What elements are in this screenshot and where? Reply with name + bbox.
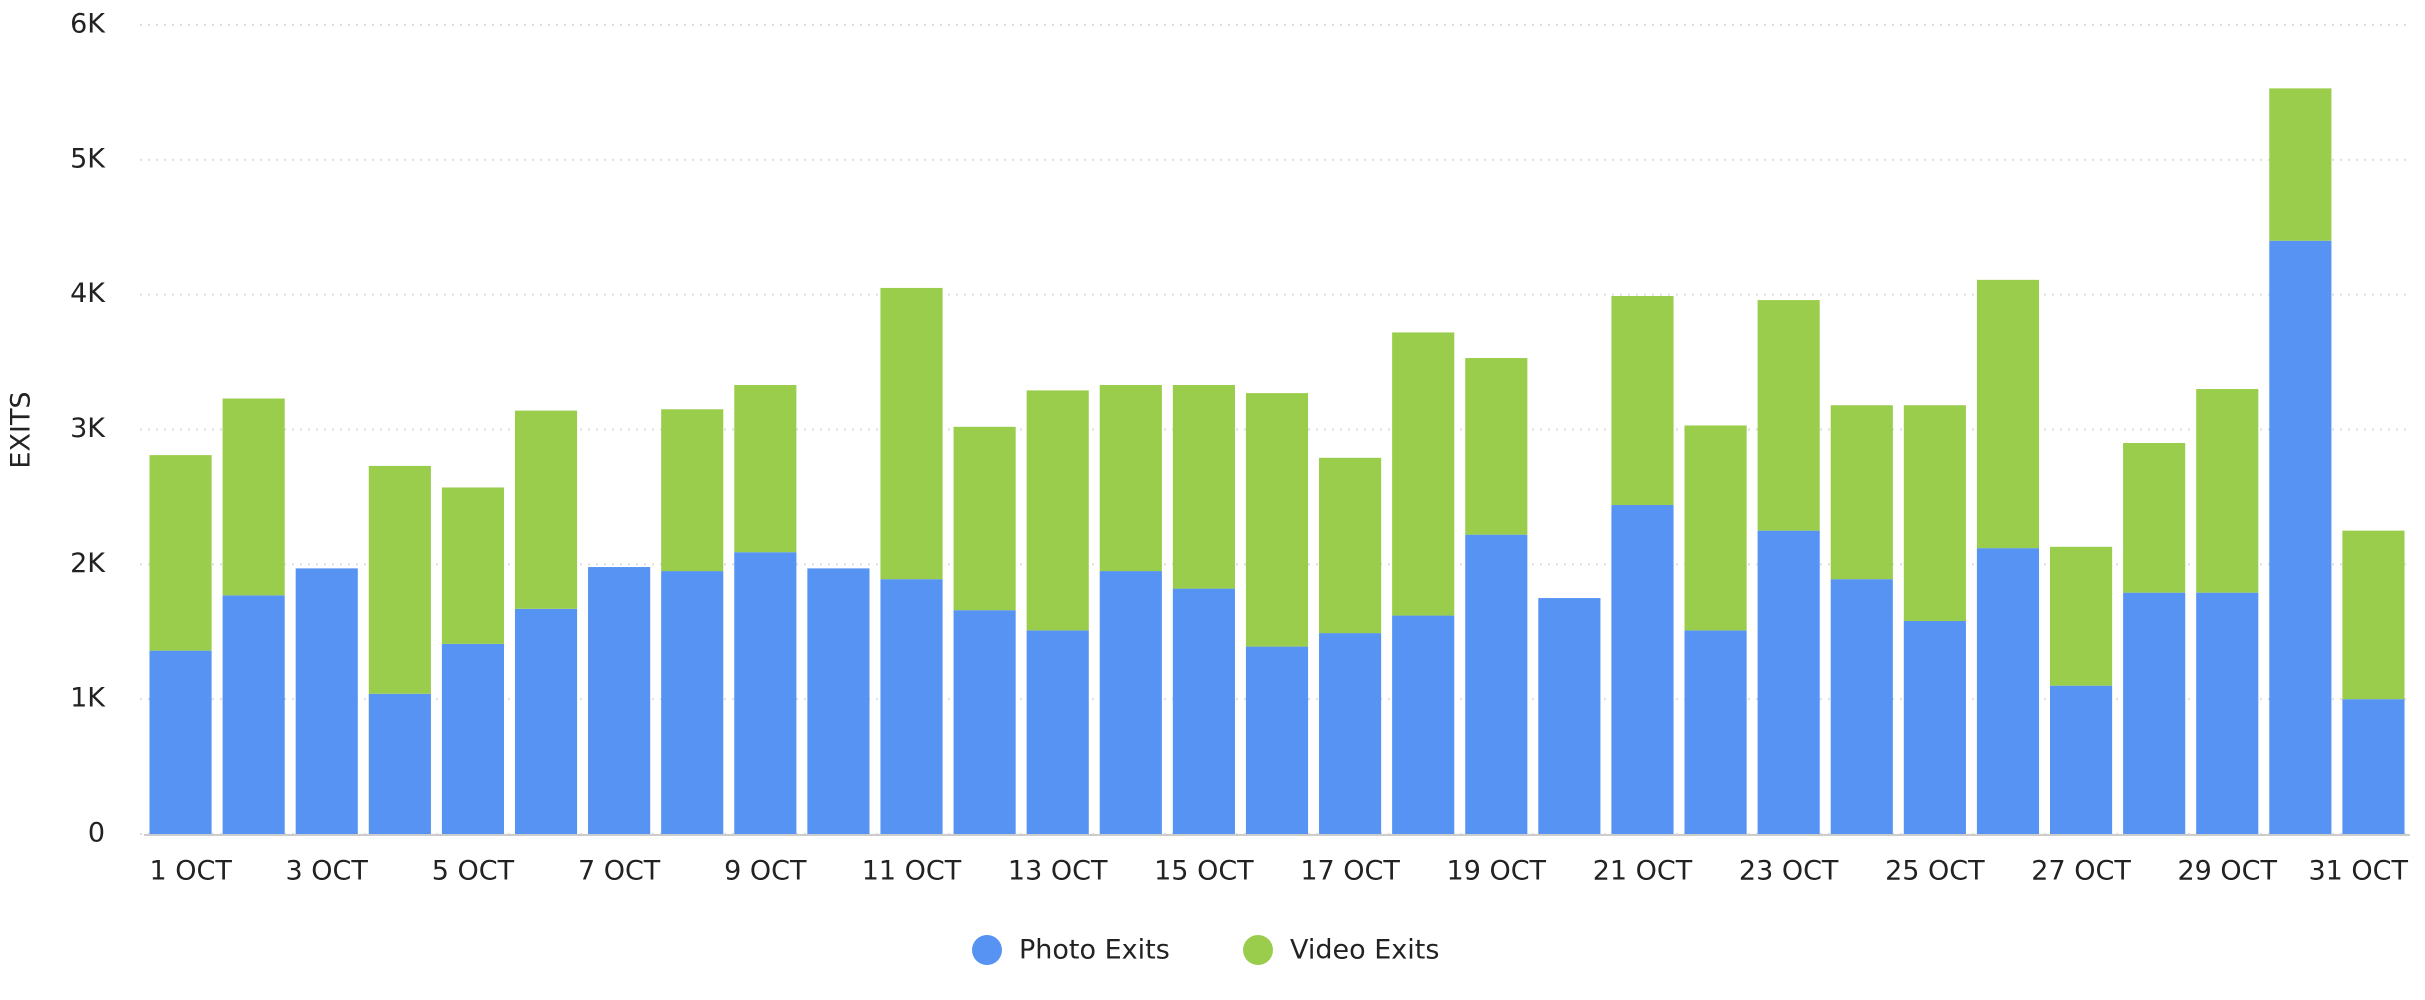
legend-marker bbox=[972, 935, 1002, 965]
bar-segment bbox=[2269, 240, 2332, 834]
bar-segment bbox=[1245, 393, 1309, 647]
x-tick-label: 27 OCT bbox=[2031, 856, 2131, 887]
x-tick-label: 7 OCT bbox=[578, 856, 661, 887]
bar-segment bbox=[1392, 332, 1455, 616]
bar-segment bbox=[1538, 598, 1601, 834]
bar-segment bbox=[661, 409, 724, 572]
bar-segment bbox=[441, 487, 505, 644]
bar-segment bbox=[1172, 385, 1235, 589]
bar-segment bbox=[1465, 534, 1528, 834]
bar-segment bbox=[368, 693, 431, 834]
bar-segment bbox=[1757, 300, 1820, 531]
bar-segment bbox=[1172, 588, 1235, 834]
bar-segment bbox=[2123, 592, 2186, 834]
bar-segment bbox=[2196, 389, 2259, 593]
bar-segment bbox=[1392, 615, 1455, 834]
bar-segment bbox=[880, 579, 943, 834]
y-tick-label: 5K bbox=[70, 143, 106, 174]
x-tick-label: 29 OCT bbox=[2177, 856, 2277, 887]
bar-segment bbox=[1684, 630, 1747, 834]
bar-segment bbox=[149, 650, 212, 834]
x-tick-label: 31 OCT bbox=[2308, 856, 2408, 887]
x-tick-label: 15 OCT bbox=[1154, 856, 1254, 887]
bar-segment bbox=[222, 398, 285, 596]
y-tick-label: 0 bbox=[88, 818, 105, 849]
bar-segment bbox=[2123, 442, 2186, 593]
bar-segment bbox=[734, 385, 797, 553]
bar-segment bbox=[1903, 405, 1966, 621]
bar-segment bbox=[1026, 630, 1089, 834]
y-axis-label: EXITS bbox=[6, 391, 37, 468]
y-tick-label: 1K bbox=[70, 683, 106, 714]
bar-segment bbox=[149, 455, 212, 651]
bar-segment bbox=[1684, 425, 1747, 631]
x-tick-label: 9 OCT bbox=[724, 856, 807, 887]
bar-segment bbox=[1099, 385, 1162, 572]
bar-segment bbox=[953, 610, 1016, 834]
bar-segment bbox=[1830, 405, 1893, 580]
bar-segment bbox=[1465, 358, 1528, 535]
bar-segment bbox=[514, 608, 578, 834]
bar-segment bbox=[661, 571, 724, 834]
bar-segment bbox=[1611, 296, 1674, 506]
bar-segment bbox=[514, 410, 578, 609]
bar-segment bbox=[441, 643, 505, 834]
bar-segment bbox=[1830, 579, 1893, 834]
x-tick-label: 3 OCT bbox=[286, 856, 369, 887]
bar-segment bbox=[1757, 530, 1820, 834]
bar-segment bbox=[1976, 279, 2040, 549]
x-tick-label: 25 OCT bbox=[1885, 856, 1985, 887]
y-tick-label: 6K bbox=[70, 9, 106, 40]
bar-segment bbox=[880, 287, 943, 580]
y-tick-label: 2K bbox=[70, 548, 106, 579]
y-tick-label: 4K bbox=[70, 278, 106, 309]
bar-segment bbox=[2269, 88, 2332, 241]
x-tick-label: 21 OCT bbox=[1593, 856, 1693, 887]
x-tick-label: 11 OCT bbox=[862, 856, 962, 887]
bar-segment bbox=[2342, 530, 2405, 700]
bar-segment bbox=[588, 567, 651, 834]
bar-segment bbox=[1903, 620, 1966, 834]
bar-segment bbox=[1026, 390, 1089, 631]
bar-segment bbox=[1319, 633, 1382, 834]
bar-segment bbox=[1611, 505, 1674, 834]
bar-segment bbox=[1245, 646, 1309, 834]
bar-segment bbox=[953, 426, 1016, 611]
y-tick-label: 3K bbox=[70, 413, 106, 444]
x-tick-label: 13 OCT bbox=[1008, 856, 1108, 887]
bar-segment bbox=[2049, 546, 2113, 686]
legend-label: Photo Exits bbox=[1019, 935, 1170, 966]
x-tick-label: 19 OCT bbox=[1447, 856, 1547, 887]
bar-segment bbox=[807, 568, 870, 834]
bar-segment bbox=[2342, 699, 2405, 834]
legend-marker bbox=[1243, 935, 1273, 965]
bar-segment bbox=[1976, 548, 2040, 834]
bar-segment bbox=[222, 595, 285, 834]
bar-segment bbox=[734, 552, 797, 834]
legend-label: Video Exits bbox=[1290, 935, 1439, 966]
bar-segment bbox=[2049, 685, 2113, 834]
bar-segment bbox=[368, 465, 431, 694]
x-tick-label: 5 OCT bbox=[432, 856, 515, 887]
x-tick-label: 17 OCT bbox=[1300, 856, 1400, 887]
bar-segment bbox=[1099, 571, 1162, 834]
bar-segment bbox=[295, 568, 358, 834]
bar-segment bbox=[1319, 457, 1382, 634]
x-tick-label: 1 OCT bbox=[149, 856, 232, 887]
x-tick-label: 23 OCT bbox=[1739, 856, 1839, 887]
bar-segment bbox=[2196, 592, 2259, 834]
